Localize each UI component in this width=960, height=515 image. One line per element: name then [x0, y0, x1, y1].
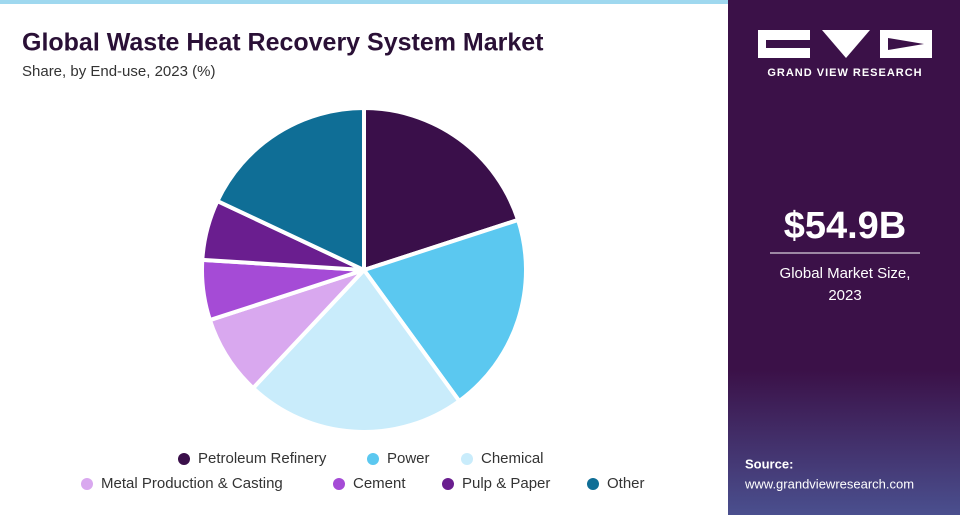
legend-swatch: [442, 478, 454, 490]
pie-slice: [250, 266, 463, 434]
market-size-label: Global Market Size,: [780, 265, 911, 282]
brand: GRAND VIEW RESEARCH: [767, 67, 922, 79]
legend-swatch: [178, 453, 190, 465]
legend-label: Metal Production & Casting: [101, 475, 283, 492]
pie-slice: [362, 105, 521, 273]
legend-swatch: [587, 478, 599, 490]
legend-swatch: [333, 478, 345, 490]
sidebar: [728, 0, 960, 515]
source-url: www.grandviewresearch.com: [744, 476, 914, 491]
legend-label: Power: [387, 450, 430, 467]
top-strip: [0, 0, 728, 4]
market-size-label: 2023: [828, 287, 861, 304]
source-label: Source:: [745, 456, 793, 471]
pie-slice: [214, 105, 366, 274]
legend-swatch: [461, 453, 473, 465]
chart-subtitle: Share, by End-use, 2023 (%): [22, 63, 215, 80]
legend-label: Chemical: [481, 450, 544, 467]
chart-title: Global Waste Heat Recovery System Market: [22, 29, 544, 57]
legend-swatch: [81, 478, 93, 490]
legend-label: Other: [607, 475, 645, 492]
legend-label: Cement: [353, 475, 406, 492]
pie-slice: [360, 217, 528, 404]
market-size: $54.9B: [784, 205, 907, 247]
legend-swatch: [367, 453, 379, 465]
legend-label: Petroleum Refinery: [198, 450, 327, 467]
logo: [758, 30, 932, 58]
legend-label: Pulp & Paper: [462, 475, 550, 492]
